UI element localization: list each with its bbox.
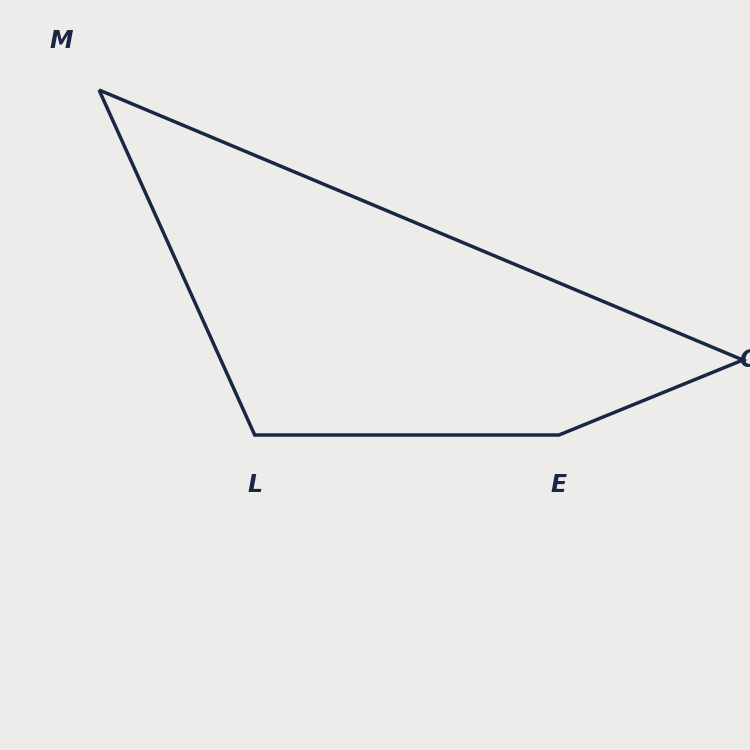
- Text: L: L: [248, 472, 262, 496]
- Text: E: E: [551, 472, 567, 496]
- Text: M: M: [50, 28, 73, 53]
- Text: O: O: [740, 348, 750, 372]
